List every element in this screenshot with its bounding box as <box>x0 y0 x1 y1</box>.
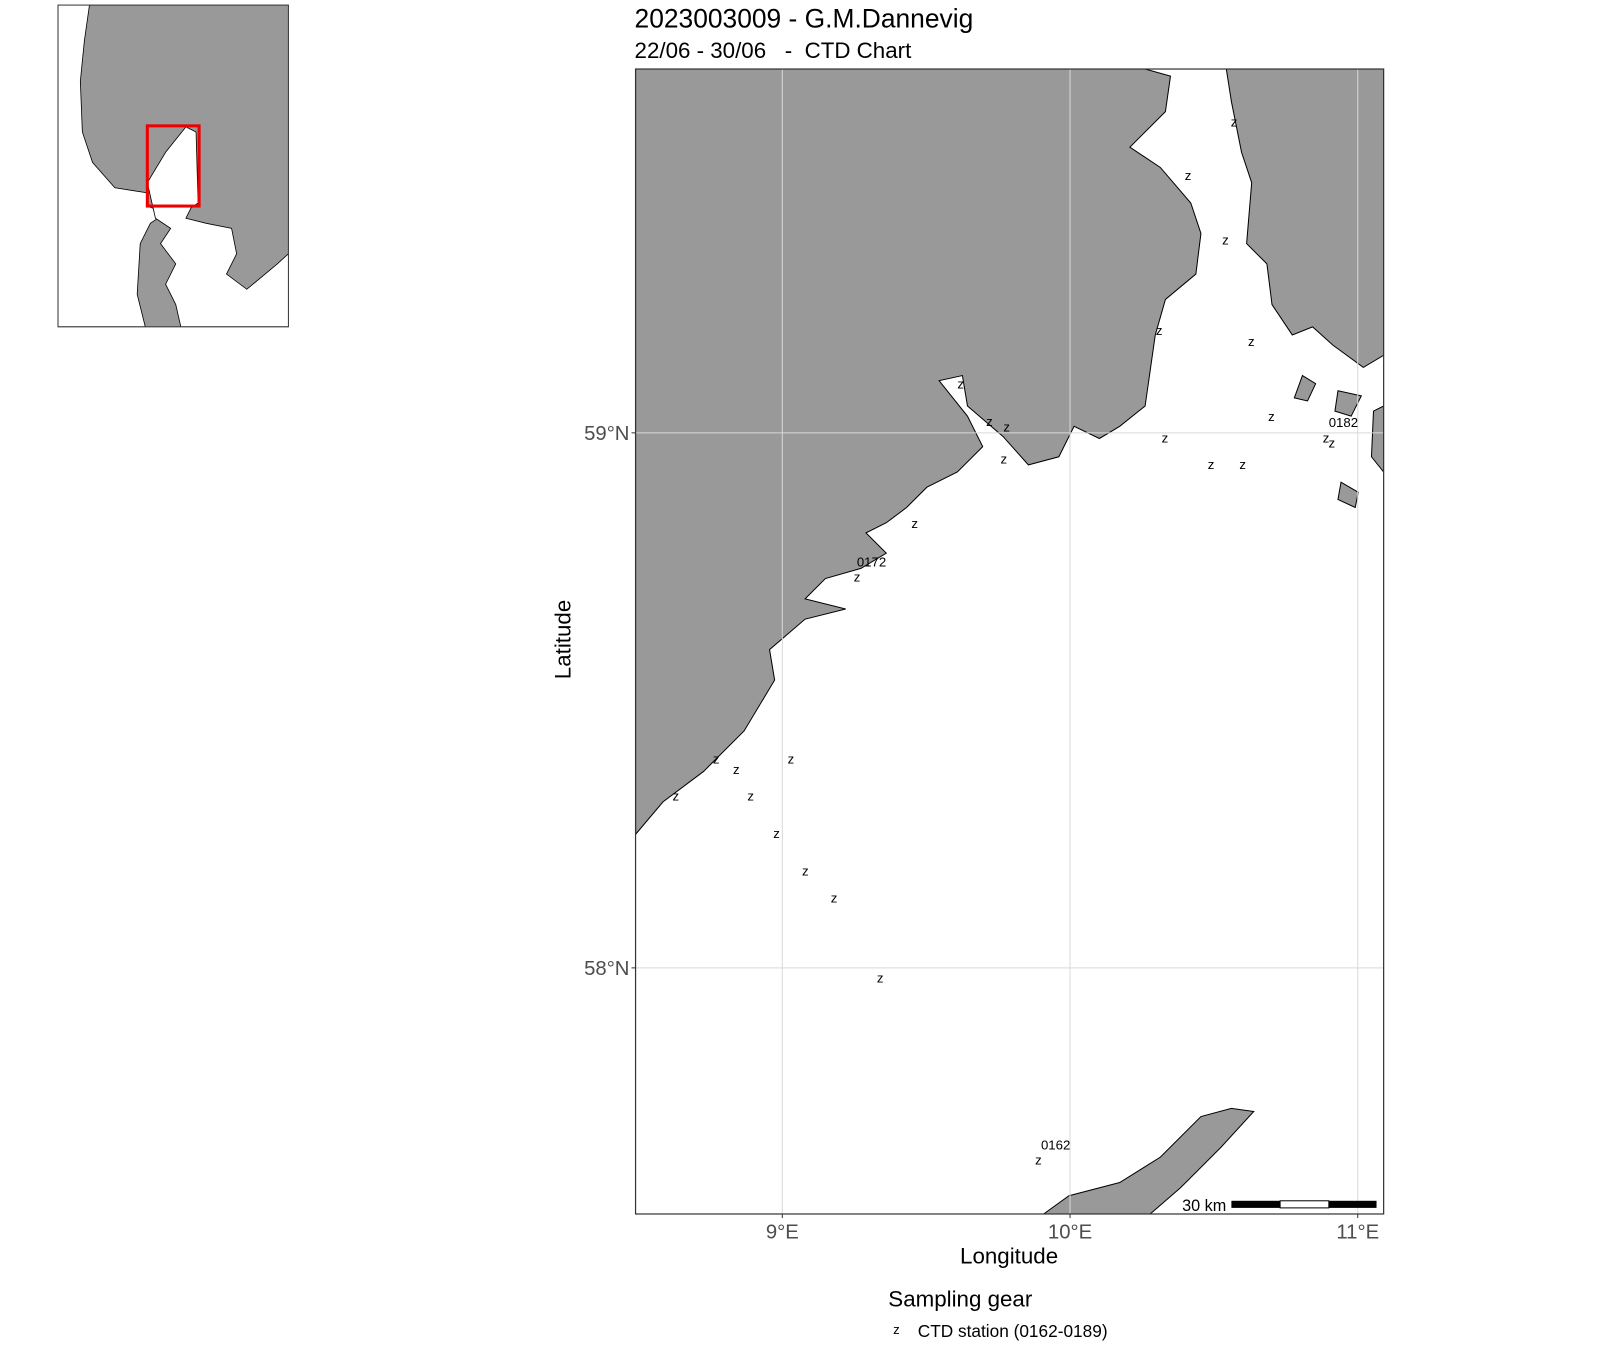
ctd-station: z <box>1323 430 1330 445</box>
scale-label: 30 km <box>1182 1197 1226 1215</box>
ctd-station: z <box>673 789 680 804</box>
ctd-station: z <box>802 864 809 879</box>
plot-border <box>634 68 1385 1215</box>
ctd-station: z <box>1268 409 1275 424</box>
ctd-station: z <box>1248 334 1255 349</box>
ctd-station: z <box>1329 436 1336 451</box>
legend-label: CTD station (0162-0189) <box>918 1321 1108 1341</box>
x-tick-label: 10°E <box>1048 1221 1092 1243</box>
y-tick-label: 59°N <box>584 423 629 445</box>
ctd-station: z <box>1208 457 1215 472</box>
ctd-station: z <box>911 516 918 531</box>
station-label: 0162 <box>1041 1138 1070 1153</box>
ctd-station: z <box>1185 168 1192 183</box>
ctd-station: z <box>1003 420 1010 435</box>
x-axis-title: Longitude <box>960 1244 1058 1269</box>
legend-symbol: z <box>893 1322 900 1337</box>
ctd-station: z <box>877 971 884 986</box>
scale-segment <box>1328 1200 1377 1208</box>
chart-title: 2023003009 - G.M.Dannevig <box>635 3 974 33</box>
scale-segment <box>1279 1200 1330 1209</box>
inset-map <box>58 5 289 327</box>
inset-border <box>57 4 289 328</box>
x-tick-label: 9°E <box>766 1221 799 1243</box>
ctd-station: z <box>957 377 964 392</box>
ctd-station: z <box>1222 232 1229 247</box>
ctd-station: z <box>1156 323 1163 338</box>
land <box>635 69 1202 836</box>
station-label: 0172 <box>857 554 886 569</box>
ctd-station: z <box>854 569 861 584</box>
ctd-station: z <box>986 414 993 429</box>
y-tick-label: 58°N <box>584 958 629 980</box>
scale-bar: 30 km <box>1182 1197 1377 1215</box>
ctd-station: z <box>1001 452 1008 467</box>
island <box>1293 374 1384 509</box>
ctd-station: z <box>1231 115 1238 130</box>
ctd-station: z <box>713 751 720 766</box>
inset-sea <box>146 126 289 327</box>
station-label: 0182 <box>1329 415 1358 430</box>
scale-segment <box>1231 1200 1281 1208</box>
ctd-station: z <box>733 762 740 777</box>
land <box>1225 69 1384 369</box>
land <box>1042 1107 1255 1214</box>
x-tick-label: 11°E <box>1336 1221 1379 1243</box>
ctd-station: z <box>1035 1153 1042 1168</box>
ctd-station: z <box>1239 457 1246 472</box>
ctd-station: z <box>747 789 754 804</box>
y-axis-title: Latitude <box>551 600 576 679</box>
inset-extent <box>145 124 201 208</box>
ctd-station: z <box>773 826 780 841</box>
ctd-station: z <box>831 890 838 905</box>
ctd-station: z <box>788 751 795 766</box>
ctd-station: z <box>1162 430 1169 445</box>
chart-subtitle: 22/06 - 30/06 - CTD Chart <box>635 38 913 63</box>
legend-title: Sampling gear <box>888 1286 1033 1311</box>
